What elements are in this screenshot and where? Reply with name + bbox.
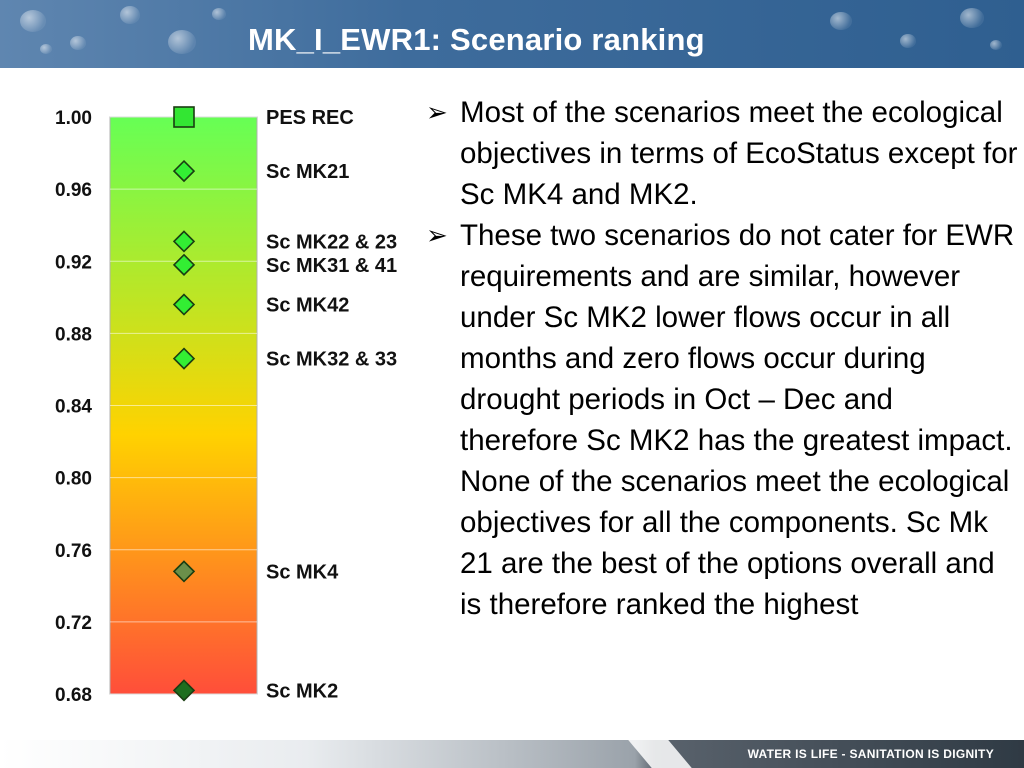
point-label: Sc MK32 & 33: [266, 349, 397, 371]
scenario-ranking-chart: 1.00 0.96 0.92 0.88 0.84 0.80 0.76 0.72 0.68 PES…: [55, 106, 397, 706]
y-tick-label: 1.00: [55, 108, 92, 129]
marker-square-pes-rec: [173, 106, 195, 128]
water-drop-decoration: [900, 34, 916, 48]
water-drop-decoration: [40, 44, 52, 54]
y-tick-label: 0.80: [55, 469, 92, 490]
marker-diamond: [172, 253, 196, 276]
bullet-2: ➢ These two scenarios do not cater for E…: [426, 215, 1018, 625]
point-label: Sc MK4: [266, 561, 339, 583]
marker-diamond: [172, 159, 196, 183]
slide-header: MK_I_EWR1: Scenario ranking: [0, 0, 1024, 68]
slide-footer: WATER IS LIFE - SANITATION IS DIGNITY: [0, 740, 1024, 768]
y-tick-label: 0.96: [55, 180, 92, 201]
y-tick-label: 0.76: [55, 541, 92, 562]
point-label: Sc MK2: [266, 680, 338, 702]
y-tick-label: 0.72: [55, 613, 92, 634]
water-drop-decoration: [212, 8, 226, 20]
water-drop-decoration: [70, 36, 86, 50]
point-label: Sc MK42: [266, 295, 349, 317]
y-tick-label: 0.84: [55, 397, 92, 418]
water-drop-decoration: [168, 30, 196, 54]
water-drop-decoration: [120, 6, 140, 24]
marker-diamond: [172, 293, 196, 316]
point-label: PES REC: [266, 107, 354, 129]
commentary-panel: ➢ Most of the scenarios meet the ecologi…: [426, 92, 1018, 625]
water-drop-decoration: [830, 12, 852, 30]
bullet-1: ➢ Most of the scenarios meet the ecologi…: [426, 92, 1018, 215]
water-drop-decoration: [960, 8, 984, 28]
footer-slash-decoration: [628, 740, 692, 768]
y-tick-label: 0.88: [55, 324, 92, 345]
water-drop-decoration: [990, 40, 1002, 50]
marker-diamond: [172, 679, 196, 702]
marker-diamond: [172, 560, 196, 583]
bullet-1-text: Most of the scenarios meet the ecologica…: [460, 96, 1018, 211]
point-label: Sc MK31 & 41: [266, 255, 397, 277]
bullet-2-text: These two scenarios do not cater for EWR…: [460, 219, 1015, 621]
y-tick-label: 0.92: [55, 252, 92, 273]
marker-diamond: [172, 347, 196, 370]
arrow-bullet-icon: ➢: [426, 220, 448, 250]
y-tick-label: 0.68: [55, 685, 92, 706]
arrow-bullet-icon: ➢: [426, 97, 448, 127]
water-drop-decoration: [20, 10, 46, 32]
marker-diamond: [172, 230, 196, 253]
slide-title: MK_I_EWR1: Scenario ranking: [248, 22, 705, 57]
point-label: Sc MK22 & 23: [266, 231, 397, 253]
point-label: Sc MK21: [266, 161, 349, 183]
footer-slogan: WATER IS LIFE - SANITATION IS DIGNITY: [747, 747, 994, 761]
